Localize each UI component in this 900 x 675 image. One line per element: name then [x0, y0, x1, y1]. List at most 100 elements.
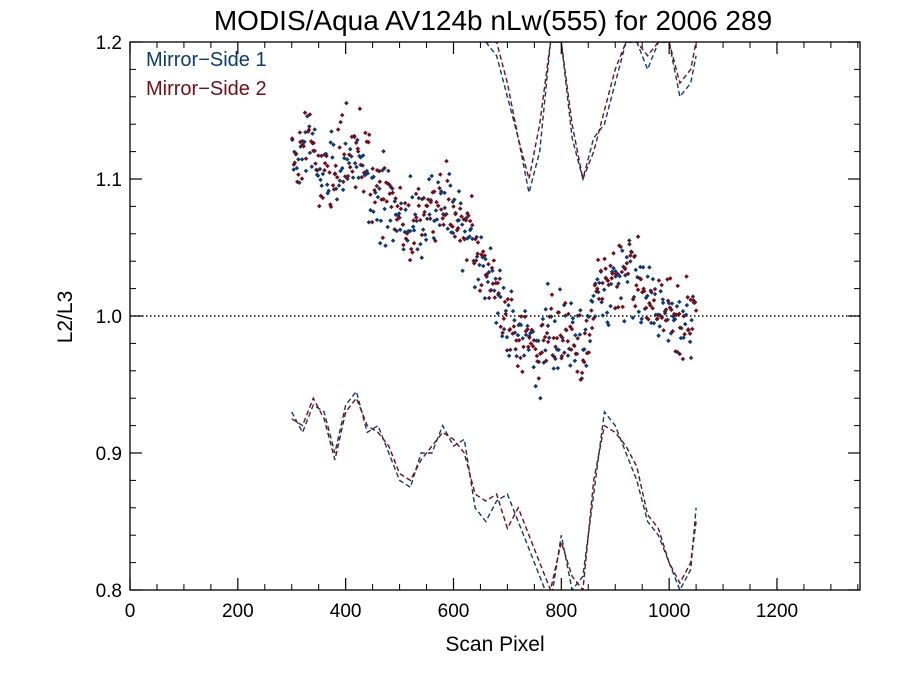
data-point: [425, 203, 430, 209]
data-point: [543, 358, 549, 364]
data-point: [410, 224, 416, 229]
data-point: [615, 304, 621, 310]
data-point: [416, 186, 421, 192]
series-2-lower-envelope: [291, 396, 697, 590]
data-point: [577, 332, 583, 337]
series-2-points: [289, 100, 699, 382]
x-tick-label: 400: [330, 601, 362, 622]
data-point: [337, 178, 343, 183]
data-point: [374, 183, 380, 189]
data-point: [586, 350, 592, 355]
data-point: [595, 257, 601, 263]
data-point: [330, 155, 335, 160]
data-point: [589, 308, 594, 313]
data-point: [397, 215, 402, 220]
data-point: [410, 250, 415, 255]
data-point: [457, 206, 463, 211]
data-point: [483, 256, 488, 262]
data-point: [468, 226, 474, 231]
data-point: [511, 324, 517, 329]
data-point: [326, 188, 331, 194]
data-point: [622, 266, 628, 272]
data-point: [560, 338, 566, 343]
data-point: [312, 148, 317, 154]
data-point: [324, 182, 330, 187]
data-point: [589, 325, 595, 331]
data-point: [601, 287, 607, 292]
data-point: [668, 276, 673, 281]
data-point: [381, 149, 386, 154]
data-point: [341, 179, 346, 185]
data-point: [572, 343, 577, 349]
data-point: [638, 320, 644, 325]
data-point: [521, 344, 526, 350]
data-point: [347, 152, 352, 157]
data-point: [477, 288, 483, 293]
data-point: [660, 297, 666, 302]
data-point: [547, 314, 552, 319]
data-point: [388, 218, 393, 223]
data-point: [467, 218, 473, 224]
data-point: [299, 176, 305, 181]
data-point: [582, 347, 587, 352]
data-point: [655, 316, 660, 321]
data-point: [490, 281, 496, 286]
data-point: [332, 171, 338, 177]
data-point: [309, 164, 315, 169]
data-point: [496, 290, 501, 296]
data-point: [634, 283, 639, 288]
data-point: [596, 296, 602, 302]
data-point: [620, 304, 625, 310]
data-point: [640, 265, 646, 270]
data-point: [680, 356, 686, 362]
data-point: [562, 350, 567, 355]
data-point: [600, 313, 606, 318]
data-point: [679, 325, 684, 331]
data-point: [372, 187, 377, 193]
data-point: [382, 206, 387, 212]
data-point: [479, 282, 484, 288]
data-point: [503, 311, 508, 317]
data-point: [605, 278, 611, 284]
data-point: [530, 343, 536, 349]
data-point: [669, 307, 674, 313]
data-point: [442, 212, 448, 218]
data-point: [575, 369, 580, 374]
data-point: [552, 318, 558, 324]
data-point: [386, 168, 391, 174]
data-point: [494, 320, 499, 326]
data-point: [451, 204, 456, 209]
x-tick-label: 0: [125, 601, 136, 622]
data-point: [429, 173, 435, 179]
data-point: [416, 195, 422, 201]
data-point: [460, 268, 465, 274]
data-point: [542, 334, 548, 340]
data-point: [377, 168, 382, 174]
data-point: [693, 308, 699, 313]
data-point: [363, 130, 368, 136]
data-point: [690, 326, 695, 332]
data-point: [613, 271, 619, 277]
data-point: [470, 236, 475, 242]
data-point: [522, 314, 528, 320]
data-point: [346, 160, 352, 166]
data-point: [680, 309, 686, 314]
legend-entry-mirror-side-1: Mirror−Side 1: [146, 49, 267, 71]
data-point: [606, 282, 611, 288]
data-point: [677, 299, 682, 305]
data-point: [659, 315, 665, 320]
data-point: [456, 218, 462, 223]
data-point: [534, 353, 540, 359]
data-point: [570, 316, 576, 321]
data-point: [514, 338, 519, 343]
data-point: [685, 295, 690, 300]
data-point: [444, 158, 449, 164]
data-point: [603, 266, 608, 271]
data-point: [673, 349, 678, 354]
data-point: [513, 346, 518, 352]
data-point: [647, 265, 652, 270]
data-point: [294, 165, 300, 171]
data-point: [686, 328, 691, 333]
data-point: [427, 216, 433, 221]
data-point: [627, 241, 632, 247]
